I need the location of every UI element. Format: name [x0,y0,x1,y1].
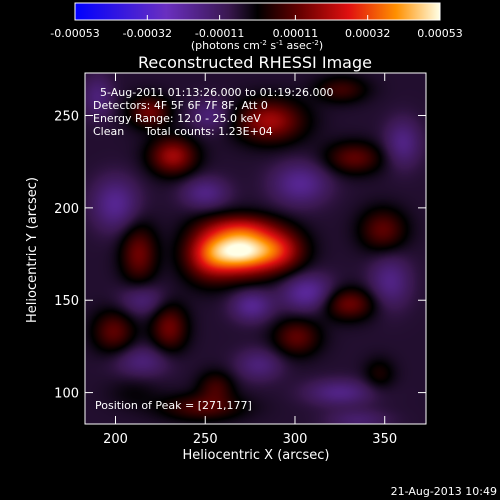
colorbar-ticks: -0.00053 -0.00032 -0.00011 0.00011 0.00032 0.… [50,15,463,40]
chart-title: Reconstructed RHESSI Image [138,53,372,72]
colorbar: -0.00053 -0.00032 -0.00011 0.00011 0.00032 0.… [50,2,463,52]
colorbar-tick-label: 0.00053 [417,27,463,40]
x-axis: 200 250 300 350 [103,73,397,447]
x-tick-label: 250 [193,432,218,447]
heatmap-image [85,73,426,424]
plot-frame [84,72,427,425]
colorbar-tick-label: -0.00011 [195,27,244,40]
y-axis: 100 150 200 250 [54,109,426,402]
colorbar-tick-label: -0.00053 [50,27,99,40]
annotation-counts: Total counts: 1.23E+04 [144,125,273,138]
annotation-peak: Position of Peak = [271,177] [95,399,252,412]
annotation-method: Clean [93,125,124,138]
x-axis-label: Heliocentric X (arcsec) [183,448,330,463]
x-tick-label: 200 [103,432,128,447]
y-tick-label: 250 [54,109,79,124]
x-tick-label: 300 [283,432,308,447]
colorbar-tick-label: -0.00032 [123,27,172,40]
y-axis-label: Heliocentric Y (arcsec) [25,177,40,323]
colorbar-tick-label: 0.00011 [273,27,319,40]
heatmap-image-wrapper [85,73,426,424]
colorbar-tick-label: 0.00032 [345,27,391,40]
annotation-time-range: 5-Aug-2011 01:13:26.000 to 01:19:26.000 [100,86,334,99]
colorbar-unit-label: (photons cm-2 s-1 asec-2) [191,39,323,52]
colorbar-gradient [74,2,441,21]
annotations: 5-Aug-2011 01:13:26.000 to 01:19:26.000 … [93,86,334,412]
y-tick-label: 200 [54,202,79,217]
y-tick-label: 100 [54,387,79,402]
annotation-detectors: Detectors: 4F 5F 6F 7F 8F, Att 0 [93,99,268,112]
x-tick-label: 350 [372,432,397,447]
annotation-energy: Energy Range: 12.0 - 25.0 keV [93,112,261,125]
footer-timestamp: 21-Aug-2013 10:49 [391,485,497,498]
y-tick-label: 150 [54,294,79,309]
